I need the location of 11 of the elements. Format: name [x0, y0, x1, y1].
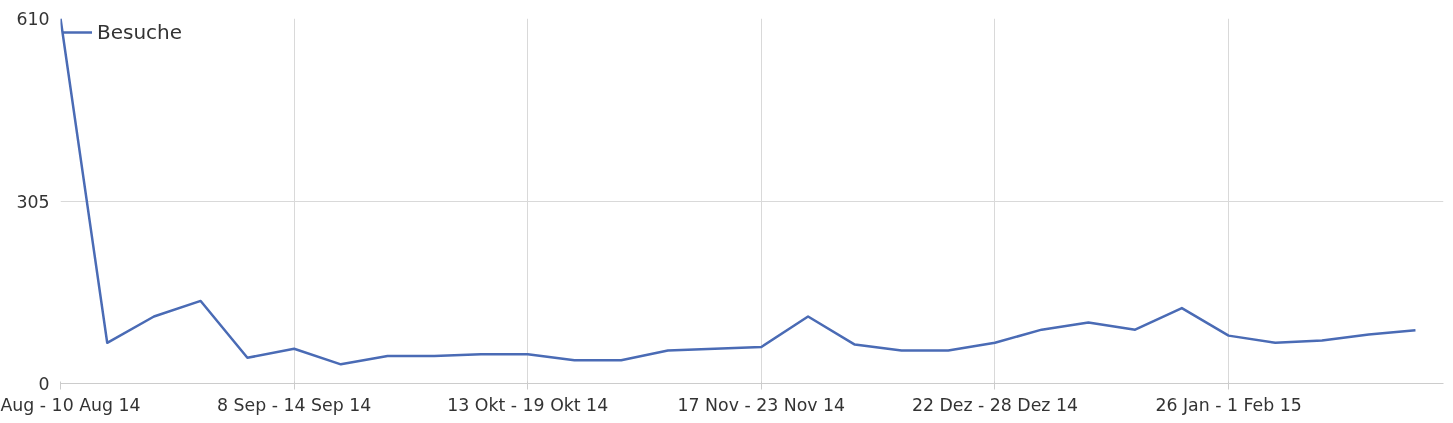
y-tick-label: 0: [38, 374, 50, 394]
x-tick-label: 13 Okt - 19 Okt 14: [447, 394, 609, 415]
x-tick-label: Aug - 10 Aug 14: [0, 394, 141, 415]
x-tick-label: 8 Sep - 14 Sep 14: [217, 394, 372, 415]
line-series: [60, 18, 1417, 366]
legend-label: Besuche: [97, 20, 183, 44]
x-tick-label: 17 Nov - 23 Nov 14: [677, 394, 846, 415]
x-tick-label: 22 Dez - 28 Dez 14: [911, 394, 1079, 415]
y-tick-label: 305: [16, 191, 50, 212]
y-tick-label: 610: [16, 9, 50, 29]
x-tick-label: 26 Jan - 1 Feb 15: [1155, 394, 1302, 415]
